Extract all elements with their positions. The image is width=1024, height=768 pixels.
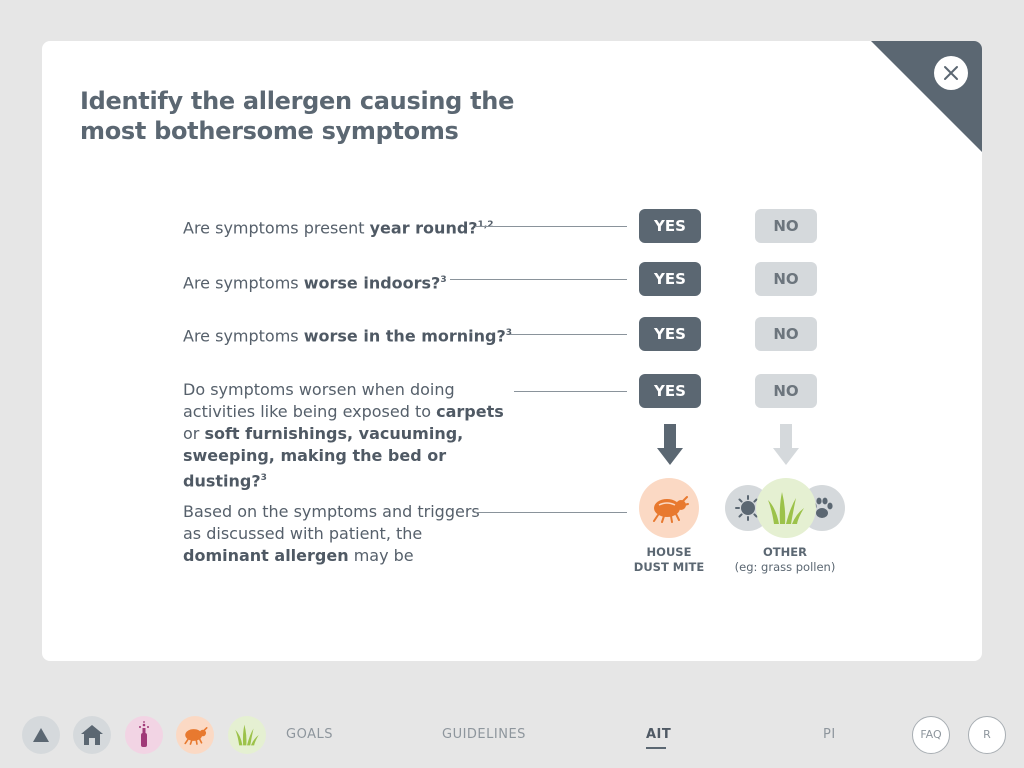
arrow-down-icon	[773, 424, 799, 465]
allergen-dialog: Identify the allergen causing the most b…	[42, 41, 982, 661]
faq-button[interactable]: FAQ	[912, 716, 950, 754]
nav-grass-button[interactable]	[228, 716, 266, 754]
connector-line	[475, 512, 627, 513]
question-worse-morning: Are symptoms worse in the morning?3	[183, 326, 513, 346]
connector-line	[475, 226, 627, 227]
question-worse-indoors: Are symptoms worse indoors?3	[183, 273, 447, 293]
nav-link-pi[interactable]: PI	[823, 727, 836, 742]
result-text: Based on the symptoms and triggers as di…	[183, 502, 480, 565]
house-dust-mite-option[interactable]	[639, 478, 699, 538]
q3-yes-button[interactable]: YES	[639, 317, 701, 351]
other-allergen-option[interactable]	[756, 478, 816, 538]
dust-mite-icon	[184, 727, 208, 745]
nav-dust-mite-button[interactable]	[176, 716, 214, 754]
nav-tree-pollen-button[interactable]	[125, 716, 163, 754]
q4-yes-button[interactable]: YES	[639, 374, 701, 408]
references-button[interactable]: R	[968, 716, 1006, 754]
close-button[interactable]	[934, 56, 968, 90]
nav-link-guidelines[interactable]: GUIDELINES	[442, 727, 526, 742]
question-activities: Do symptoms worsen when doing activities…	[183, 380, 504, 491]
nav-home-button[interactable]	[73, 716, 111, 754]
active-tab-indicator	[646, 747, 666, 749]
arrow-down-icon	[657, 424, 683, 465]
nav-link-ait[interactable]: AIT	[646, 727, 672, 742]
house-dust-mite-label: HOUSE DUST MITE	[633, 545, 705, 574]
question-year-round: Are symptoms present year round?1,2	[183, 218, 494, 238]
dialog-title: Identify the allergen causing the most b…	[80, 87, 515, 145]
close-icon	[944, 66, 958, 80]
dust-mite-icon	[653, 496, 689, 523]
corner-decoration	[871, 41, 982, 152]
tree-pollen-icon	[139, 721, 149, 747]
q2-no-button[interactable]: NO	[755, 262, 817, 296]
q3-no-button[interactable]: NO	[755, 317, 817, 351]
mould-spore-icon	[735, 495, 761, 521]
connector-line	[450, 279, 627, 280]
grass-icon	[768, 492, 804, 524]
grass-icon	[235, 724, 259, 746]
nav-link-goals[interactable]: GOALS	[286, 727, 333, 742]
connector-line	[514, 391, 627, 392]
q4-no-button[interactable]: NO	[755, 374, 817, 408]
q2-yes-button[interactable]: YES	[639, 262, 701, 296]
q1-yes-button[interactable]: YES	[639, 209, 701, 243]
other-allergen-label: OTHER (eg: grass pollen)	[734, 545, 836, 574]
connector-line	[510, 334, 627, 335]
house-icon	[81, 725, 103, 745]
nav-top-button[interactable]	[22, 716, 60, 754]
triangle-up-icon	[33, 728, 49, 742]
q1-no-button[interactable]: NO	[755, 209, 817, 243]
